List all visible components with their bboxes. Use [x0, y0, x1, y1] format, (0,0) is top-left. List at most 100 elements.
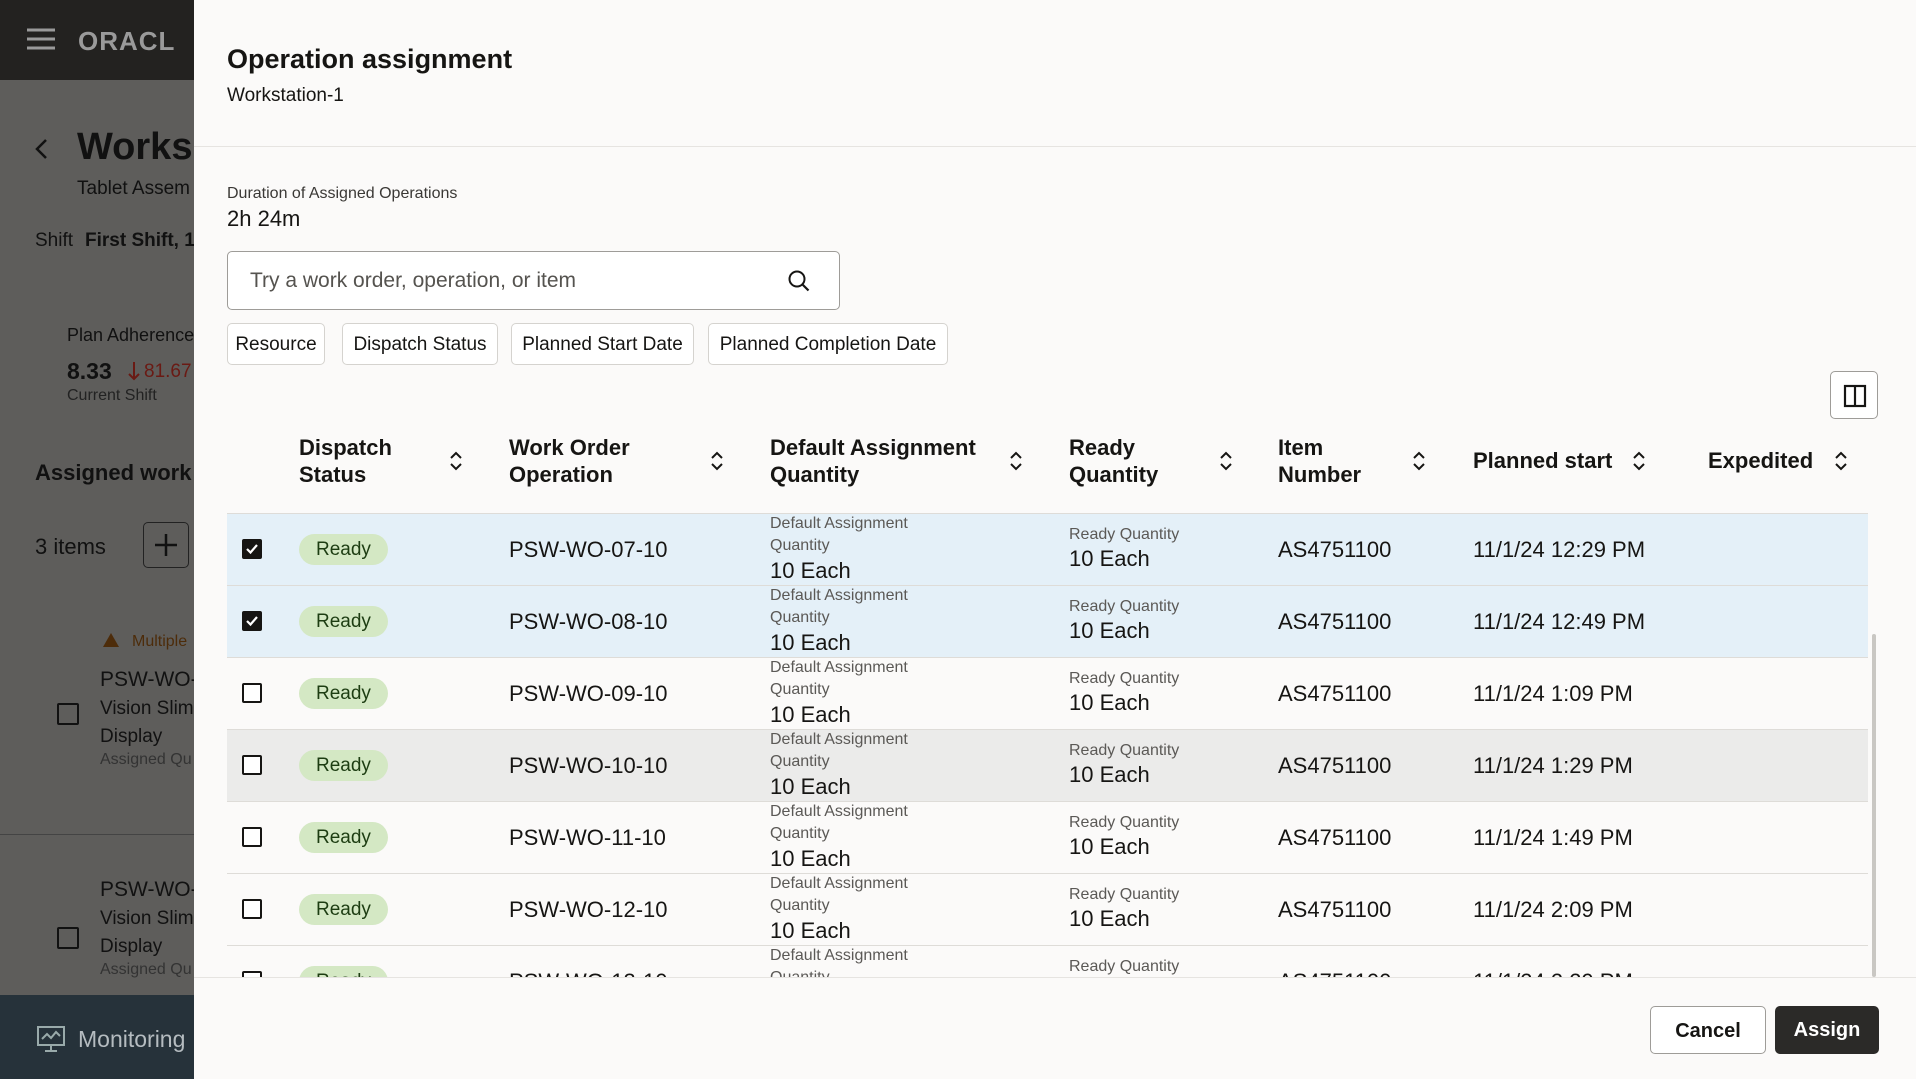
column-header[interactable]: Work Order Operation [509, 435, 630, 487]
default-qty: 10 Each [770, 702, 851, 727]
status-badge: Ready [299, 750, 388, 781]
ready-qty-label: Ready Quantity [1069, 670, 1180, 687]
ready-qty-label: Ready Quantity [1069, 814, 1180, 831]
column-header[interactable]: Expedited [1708, 448, 1814, 473]
operation: PSW-WO-10-10 [509, 753, 668, 778]
sort-icon[interactable] [1413, 450, 1425, 472]
status-badge: Ready [299, 894, 388, 925]
search-box[interactable]: Try a work order, operation, or item [227, 251, 840, 310]
divider [194, 977, 1916, 978]
table-row[interactable]: Ready PSW-WO-07-10 Default Assignment Quan… [227, 513, 1868, 585]
status-badge: Ready [299, 678, 388, 709]
column-header[interactable]: Dispatch Status [299, 435, 392, 487]
sort-icon[interactable] [1010, 450, 1022, 472]
filter-chip[interactable]: Resource [227, 323, 325, 365]
column-header[interactable]: Ready Quantity [1069, 435, 1159, 487]
divider [0, 834, 194, 835]
warning-text: Multiple [132, 633, 188, 650]
section-title: Assigned work [35, 460, 192, 485]
back-icon[interactable] [34, 138, 48, 160]
row-checkbox[interactable] [242, 971, 262, 977]
plan-delta: 81.67 [144, 361, 192, 382]
divider [194, 146, 1916, 147]
operation: PSW-WO-08-10 [509, 609, 668, 634]
ready-qty-label: Ready Quantity [1069, 886, 1180, 903]
row-checkbox[interactable] [242, 611, 262, 631]
plan-caption: Current Shift [67, 387, 157, 404]
item-number: AS4751100 [1278, 969, 1391, 977]
monitoring-label: Monitoring [78, 1026, 186, 1052]
table-row[interactable]: Ready PSW-WO-11-10 Default Assignment Quan… [227, 801, 1868, 873]
item-number: AS4751100 [1278, 897, 1392, 922]
status-badge: Ready [299, 966, 388, 977]
ready-qty: 10 Each [1069, 690, 1150, 715]
columns-button[interactable] [1830, 371, 1878, 419]
planned-start: 11/1/24 2:29 PM [1473, 969, 1633, 977]
plan-value: 8.33 [67, 358, 112, 384]
row-checkbox[interactable] [242, 539, 262, 559]
down-arrow [128, 362, 140, 381]
default-qty: 10 Each [770, 918, 851, 943]
cancel-button[interactable]: Cancel [1650, 1006, 1766, 1054]
app-header: ORACL [0, 0, 194, 80]
item-number: AS4751100 [1278, 825, 1392, 850]
column-header[interactable]: Item Number [1278, 435, 1362, 487]
duration-value: 2h 24m [227, 206, 301, 231]
planned-start: 11/1/24 12:49 PM [1473, 609, 1646, 634]
filter-chip[interactable]: Planned Completion Date [708, 323, 948, 365]
brand: ORACL [78, 26, 176, 56]
ready-qty-label: Ready Quantity [1069, 598, 1180, 615]
page-subtitle: Tablet Assem [77, 178, 190, 199]
sort-icon[interactable] [1220, 450, 1232, 472]
planned-start: 11/1/24 1:29 PM [1473, 753, 1633, 778]
add-button[interactable] [143, 522, 189, 568]
table-row[interactable]: Ready PSW-WO-12-10 Default Assignment Quan… [227, 873, 1868, 945]
item-line: Display [100, 936, 163, 957]
sort-icon[interactable] [711, 450, 723, 472]
operation: PSW-WO-07-10 [509, 537, 668, 562]
default-qty: 10 Each [770, 558, 851, 583]
assign-button[interactable]: Assign [1775, 1006, 1879, 1054]
planned-start: 11/1/24 1:49 PM [1473, 825, 1633, 850]
ready-qty: 10 Each [1069, 834, 1150, 859]
column-header[interactable]: Planned start [1473, 448, 1613, 473]
item-title: PSW-WO- [100, 878, 194, 901]
row-checkbox[interactable] [242, 683, 262, 703]
item-count: 3 items [35, 534, 106, 559]
filter-chip[interactable]: Dispatch Status [342, 323, 498, 365]
row-checkbox[interactable] [242, 755, 262, 775]
item-number: AS4751100 [1278, 537, 1392, 562]
operation: PSW-WO-13-10 [509, 969, 668, 977]
ready-qty: 10 Each [1069, 762, 1150, 787]
row-checkbox[interactable] [242, 899, 262, 919]
status-badge: Ready [299, 822, 388, 853]
table-row[interactable]: Ready PSW-WO-13-10 Default Assignment Quan… [227, 945, 1868, 977]
scrollbar [1872, 634, 1876, 977]
sort-icon[interactable] [1835, 450, 1847, 472]
item-checkbox[interactable] [57, 927, 79, 949]
table-row[interactable]: Ready PSW-WO-08-10 Default Assignment Quan… [227, 585, 1868, 657]
item-checkbox[interactable] [57, 703, 79, 725]
table-row[interactable]: Ready PSW-WO-09-10 Default Assignment Quan… [227, 657, 1868, 729]
column-header[interactable]: Default Assignment Quantity [770, 435, 976, 487]
shift-value: First Shift, 1 [85, 230, 194, 251]
filter-chip[interactable]: Planned Start Date [511, 323, 694, 365]
ready-qty: 10 Each [1069, 618, 1150, 643]
planned-start: 11/1/24 2:09 PM [1473, 897, 1633, 922]
item-number: AS4751100 [1278, 753, 1392, 778]
item-line: Display [100, 726, 163, 747]
sort-icon[interactable] [1633, 450, 1645, 472]
table-row[interactable]: Ready PSW-WO-10-10 Default Assignment Quan… [227, 729, 1868, 801]
operation: PSW-WO-09-10 [509, 681, 668, 706]
ready-qty-label: Ready Quantity [1069, 742, 1180, 759]
ready-qty: 10 Each [1069, 546, 1150, 571]
monitoring-bar[interactable]: Monitoring [0, 995, 194, 1079]
dialog-title: Operation assignment [227, 44, 513, 74]
item-number: AS4751100 [1278, 609, 1392, 634]
row-checkbox[interactable] [242, 827, 262, 847]
planned-start: 11/1/24 1:09 PM [1473, 681, 1633, 706]
shift-label: Shift [35, 230, 74, 251]
menu-icon[interactable] [27, 28, 55, 50]
search-icon[interactable] [787, 269, 811, 293]
sort-icon[interactable] [450, 450, 462, 472]
